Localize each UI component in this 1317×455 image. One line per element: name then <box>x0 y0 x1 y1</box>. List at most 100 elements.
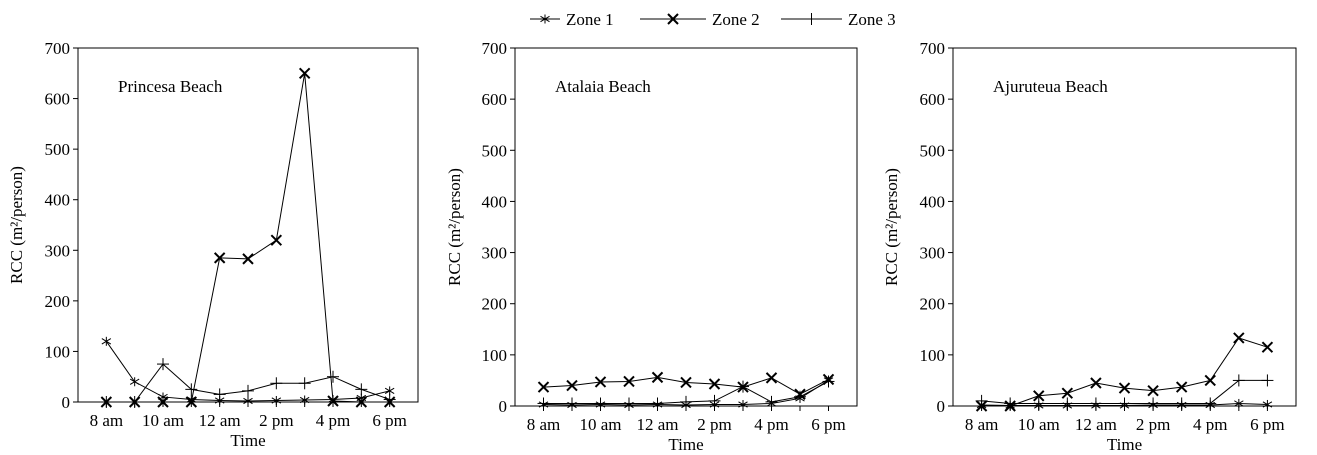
x-tick-label: 2 pm <box>697 415 731 434</box>
y-tick-label: 500 <box>920 141 946 160</box>
data-point <box>1118 382 1131 394</box>
data-point <box>1175 397 1188 410</box>
legend-label: Zone 3 <box>848 10 896 29</box>
data-point <box>680 395 692 408</box>
data-point <box>680 376 692 389</box>
data-point <box>1261 374 1274 387</box>
data-point <box>355 396 368 408</box>
y-tick-label: 100 <box>482 346 508 365</box>
data-point <box>794 390 806 403</box>
x-axis-title: Time <box>668 435 703 454</box>
y-tick-label: 500 <box>482 141 508 160</box>
data-point <box>765 372 778 384</box>
y-tick-label: 600 <box>45 90 71 109</box>
x-tick-label: 6 pm <box>372 411 406 430</box>
data-point <box>100 396 113 408</box>
y-axis-title: RCC (m²/person) <box>882 168 901 286</box>
y-tick-label: 300 <box>920 244 946 263</box>
chart-panel-1: 0 100 200 300 400 500 600 700 8 am 10 am 12 am 2 pm… <box>7 39 419 450</box>
legend-label: Zone 1 <box>566 10 614 29</box>
y-tick-label: 0 <box>499 397 508 416</box>
data-point <box>1232 374 1245 387</box>
legend-item-zone-3: Zone 3 <box>781 10 896 29</box>
data-point <box>537 381 550 393</box>
y-tick-label: 300 <box>482 244 508 263</box>
y-axis-title: RCC (m²/person) <box>445 168 464 286</box>
data-point <box>1204 397 1217 410</box>
y-tick-label: 500 <box>45 140 71 159</box>
y-tick-label: 300 <box>45 241 71 260</box>
data-point <box>270 234 283 246</box>
data-point <box>1262 399 1273 409</box>
data-point <box>1061 387 1074 399</box>
data-point <box>355 383 368 396</box>
data-point <box>298 67 311 79</box>
data-point <box>1233 332 1245 344</box>
data-point <box>1089 397 1102 410</box>
data-point <box>327 370 339 383</box>
data-point <box>651 397 664 410</box>
panel-title: Atalaia Beach <box>555 77 651 96</box>
data-point <box>1004 397 1017 410</box>
data-point <box>737 380 749 393</box>
data-point <box>1234 398 1244 408</box>
x-tick-label: 10 am <box>142 411 184 430</box>
data-point <box>128 396 141 408</box>
data-point <box>1061 397 1074 410</box>
y-tick-label: 700 <box>920 39 946 58</box>
data-point <box>327 395 339 407</box>
series-line <box>981 337 1268 407</box>
data-point <box>975 394 988 407</box>
x-tick-label: 8 am <box>965 415 999 434</box>
plot-frame <box>952 47 1297 407</box>
y-axis-title: RCC (m²/person) <box>7 166 26 284</box>
y-tick-label: 600 <box>920 90 946 109</box>
data-point <box>566 379 578 392</box>
x-tick-label: 8 am <box>527 415 561 434</box>
x-tick-label: 2 pm <box>259 411 293 430</box>
data-point <box>623 397 635 410</box>
series-line <box>543 376 829 395</box>
data-point <box>594 376 607 388</box>
x-tick-label: 12 am <box>1075 415 1117 434</box>
data-point <box>242 384 254 397</box>
x-tick-label: 4 pm <box>316 411 350 430</box>
y-tick-label: 0 <box>937 397 946 416</box>
x-tick-label: 10 am <box>1018 415 1060 434</box>
y-tick-label: 100 <box>45 342 71 361</box>
plot-frame <box>77 47 419 403</box>
data-point <box>537 397 550 410</box>
x-tick-label: 12 am <box>199 411 241 430</box>
data-point <box>1033 390 1045 402</box>
legend: Zone 1 Zone 2 Zone 3 <box>530 10 896 29</box>
y-tick-label: 200 <box>45 292 71 311</box>
data-point <box>1175 381 1188 393</box>
legend-marker <box>667 13 679 25</box>
data-point <box>708 378 721 390</box>
data-point <box>157 396 169 408</box>
series-line <box>106 73 390 403</box>
series-zone-3 <box>537 375 835 410</box>
x-tick-label: 8 am <box>90 411 124 430</box>
series-zone-3 <box>100 358 396 408</box>
series-zone-2 <box>975 332 1274 412</box>
y-tick-label: 400 <box>45 191 71 210</box>
chart-panel-2: 0 100 200 300 400 500 600 700 8 am 10 am 12 am 2 pm… <box>445 39 858 454</box>
data-point <box>708 394 721 407</box>
plot-frame <box>514 47 858 407</box>
legend-marker <box>805 13 818 25</box>
data-point <box>243 396 253 406</box>
data-point <box>270 377 283 390</box>
data-point <box>383 393 396 406</box>
x-tick-label: 2 pm <box>1136 415 1170 434</box>
data-point <box>299 395 310 405</box>
data-point <box>157 358 169 371</box>
data-point <box>1032 397 1045 410</box>
y-tick-label: 200 <box>482 295 508 314</box>
data-point <box>594 397 607 410</box>
data-point <box>185 383 198 396</box>
legend-item-zone-1: Zone 1 <box>530 10 614 29</box>
data-point <box>738 399 748 409</box>
y-tick-label: 200 <box>920 295 946 314</box>
